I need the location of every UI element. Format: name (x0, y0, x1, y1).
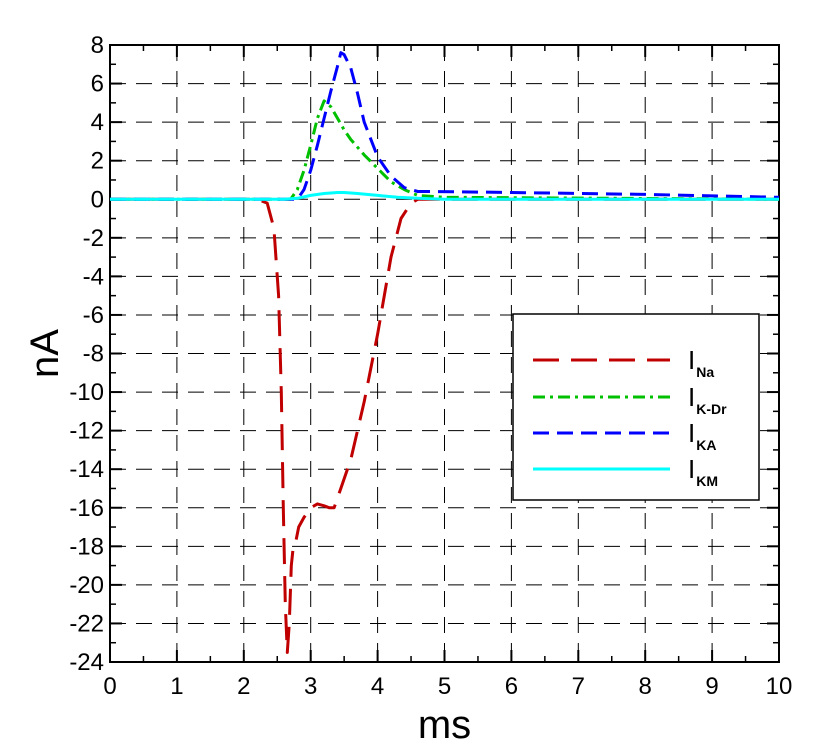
y-tick-labels: 8 6 4 2 0 -2 -4 -6 -8 -10 -12 -14 -16 -18 -20 -22 -24 (69, 32, 104, 676)
y-tick-label: -24 (69, 649, 104, 676)
y-tick-label: 8 (91, 32, 104, 59)
y-tick-label: 0 (91, 186, 104, 213)
x-tick-label: 1 (170, 673, 183, 700)
y-tick-label: -4 (83, 263, 104, 290)
y-tick-label: -6 (83, 302, 104, 329)
series-line-ka (110, 51, 780, 201)
y-tick-label: -16 (69, 495, 104, 522)
y-tick-label: -14 (69, 456, 104, 483)
y-tick-label: -22 (69, 610, 104, 637)
y-tick-label: 6 (91, 71, 104, 98)
y-tick-label: -8 (83, 341, 104, 368)
x-tick-label: 2 (237, 673, 250, 700)
x-tick-label: 7 (572, 673, 585, 700)
series-line-k-dr (110, 99, 780, 201)
series-lines (110, 51, 780, 654)
series-line-km (110, 191, 779, 201)
x-tick-label: 3 (304, 673, 317, 700)
x-tick-label: 6 (505, 673, 518, 700)
y-tick-label: -18 (69, 533, 104, 560)
x-tick-label: 5 (438, 673, 451, 700)
y-tick-label: 2 (91, 148, 104, 175)
y-tick-label: -12 (69, 418, 104, 445)
x-tick-label: 8 (639, 673, 652, 700)
y-tick-label: -20 (69, 572, 104, 599)
x-tick-label: 4 (371, 673, 384, 700)
y-tick-label: -10 (69, 379, 104, 406)
x-tick-label: 0 (103, 673, 116, 700)
x-tick-label: 10 (766, 673, 793, 700)
axis-ticks (109, 44, 780, 663)
series-line-na (110, 197, 779, 654)
y-axis-title: nA (23, 329, 67, 378)
y-tick-label: -2 (83, 225, 104, 252)
x-axis-title: ms (418, 703, 471, 747)
y-tick-label: 4 (91, 109, 104, 136)
x-tick-labels: 0 1 2 3 4 5 6 7 8 9 10 (103, 673, 792, 700)
x-tick-label: 9 (705, 673, 718, 700)
